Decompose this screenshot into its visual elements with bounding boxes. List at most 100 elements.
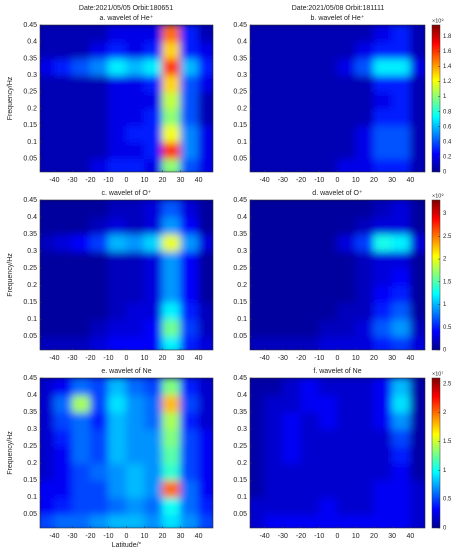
- heatmap-cell: [391, 25, 411, 43]
- heatmap-cell: [337, 141, 357, 160]
- heatmap-cell: [89, 141, 109, 160]
- heatmap-cell: [355, 318, 375, 337]
- heatmap-cell: [198, 158, 213, 172]
- heatmap-cell: [40, 158, 55, 172]
- heatmap-cell: [162, 91, 182, 110]
- heatmap-cell: [40, 124, 55, 143]
- heatmap-cell: [250, 267, 266, 286]
- heatmap-cell: [391, 496, 411, 515]
- heatmap-cell: [53, 200, 73, 218]
- heatmap: [250, 200, 425, 350]
- heatmap-cell: [40, 411, 55, 430]
- heatmap-cell: [355, 74, 375, 93]
- heatmap-cell: [40, 267, 55, 286]
- y-tick-label: 0.45: [233, 197, 247, 204]
- heatmap-cell: [144, 411, 164, 430]
- heatmap-cell: [264, 496, 284, 515]
- colorbar-tick-label: 1: [443, 468, 447, 474]
- heatmap-cell: [373, 411, 393, 430]
- colorbar-tick-label: 0.8: [443, 109, 452, 115]
- heatmap-cell: [180, 158, 200, 172]
- y-tick-label: 0.15: [233, 122, 247, 129]
- heatmap-cell: [282, 318, 302, 337]
- heatmap-cell: [337, 108, 357, 126]
- colorbar-tick-label: 1: [443, 94, 447, 100]
- heatmap-cell: [40, 479, 55, 498]
- heatmap-cell: [126, 141, 146, 160]
- heatmap-cell: [198, 513, 213, 528]
- x-tick-label: 30: [388, 355, 396, 362]
- colorbar-tick-label: 1.4: [443, 64, 452, 70]
- x-tick-label: -10: [103, 533, 113, 540]
- heatmap-cell: [144, 108, 164, 126]
- heatmap-cell: [391, 250, 411, 269]
- heatmap-cell: [180, 394, 200, 413]
- heatmap-cell: [144, 284, 164, 303]
- heatmap-cell: [373, 513, 393, 528]
- heatmap-cell: [40, 284, 55, 303]
- heatmap-cell: [355, 57, 375, 76]
- heatmap-cell: [162, 284, 182, 303]
- heatmap-cell: [391, 479, 411, 498]
- heatmap-cell: [126, 267, 146, 286]
- heatmap-cell: [282, 496, 302, 515]
- heatmap-cell: [250, 141, 266, 160]
- x-tick-label: 40: [195, 177, 203, 184]
- heatmap-cell: [250, 513, 266, 528]
- heatmap-cell: [71, 318, 91, 337]
- heatmap-cell: [71, 428, 91, 447]
- heatmap-cell: [144, 301, 164, 320]
- heatmap-cell: [107, 479, 127, 498]
- heatmap-cell: [282, 335, 302, 350]
- header-left: Date:2021/05/05 Orbit:180651: [79, 5, 173, 12]
- heatmap-cell: [264, 428, 284, 447]
- heatmap-cell: [89, 445, 109, 464]
- heatmap-cell: [318, 216, 338, 235]
- heatmap-cell: [282, 428, 302, 447]
- heatmap-cell: [144, 200, 164, 218]
- heatmap-cell: [180, 25, 200, 43]
- y-tick-label: 0.05: [23, 511, 37, 518]
- heatmap-cell: [409, 158, 425, 172]
- heatmap-cell: [144, 462, 164, 481]
- heatmap-cell: [250, 57, 266, 76]
- heatmap-cell: [144, 250, 164, 269]
- heatmap-cell: [391, 216, 411, 235]
- heatmap-cell: [71, 91, 91, 110]
- colorbar-exponent: ×10⁹: [432, 17, 444, 24]
- heatmap-cell: [264, 108, 284, 126]
- heatmap-cell: [409, 462, 425, 481]
- heatmap-cell: [180, 428, 200, 447]
- heatmap-cell: [337, 411, 357, 430]
- heatmap-cell: [373, 335, 393, 350]
- heatmap-cell: [355, 250, 375, 269]
- heatmap-cell: [355, 428, 375, 447]
- heatmap-cell: [337, 124, 357, 143]
- y-tick-label: 0.35: [23, 231, 37, 238]
- heatmap-cell: [40, 301, 55, 320]
- heatmap-cell: [180, 200, 200, 218]
- heatmap-cell: [198, 250, 213, 269]
- heatmap-cell: [144, 428, 164, 447]
- heatmap-cell: [40, 41, 55, 59]
- heatmap-cell: [373, 462, 393, 481]
- x-tick-label: -30: [278, 355, 288, 362]
- y-tick-label: 0.35: [233, 55, 247, 62]
- heatmap-cell: [71, 41, 91, 59]
- heatmap-cell: [318, 57, 338, 76]
- heatmap-cell: [264, 513, 284, 528]
- heatmap-cell: [300, 411, 320, 430]
- heatmap-cell: [162, 108, 182, 126]
- heatmap-cell: [391, 41, 411, 59]
- heatmap-cell: [107, 318, 127, 337]
- heatmap-cell: [107, 233, 127, 252]
- heatmap-cell: [180, 479, 200, 498]
- heatmap-cell: [318, 141, 338, 160]
- heatmap-cell: [53, 216, 73, 235]
- x-tick-label: 20: [159, 177, 167, 184]
- heatmap-cell: [318, 25, 338, 43]
- heatmap-cell: [198, 141, 213, 160]
- colorbar-tick-label: 1.8: [443, 34, 452, 40]
- y-tick-label: 0.45: [23, 22, 37, 29]
- heatmap-cell: [337, 394, 357, 413]
